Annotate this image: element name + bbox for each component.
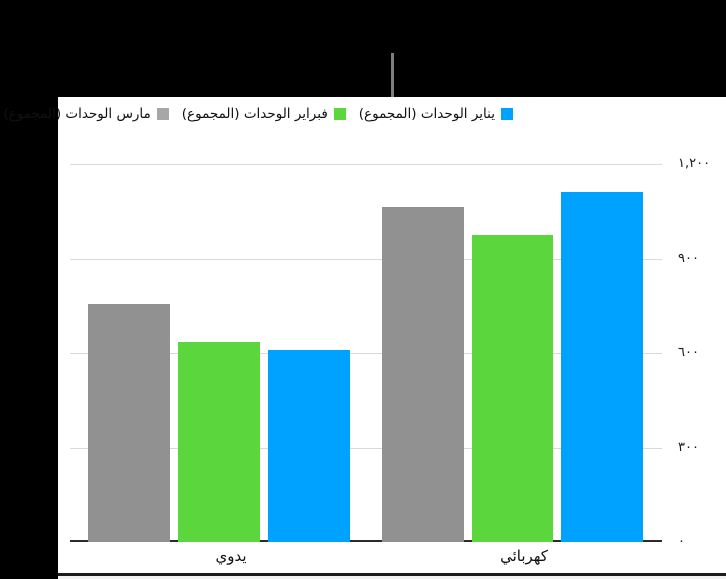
gridline [70, 448, 662, 449]
x-axis-category-label: كهربائي [500, 547, 548, 565]
bar-group-2 [381, 164, 643, 542]
legend-swatch-icon [501, 108, 513, 121]
gridline [70, 353, 662, 354]
y-axis-tick-label: ٦٠٠ [678, 345, 699, 360]
bar[interactable] [471, 235, 554, 542]
legend-label: يناير الوحدات (المجموع) [358, 106, 495, 122]
x-axis-category-label: يدوي [215, 547, 247, 565]
legend-label: فبراير الوحدات (المجموع) [181, 106, 328, 122]
x-axis-baseline [70, 540, 662, 542]
bar[interactable] [88, 304, 170, 542]
bar[interactable] [268, 350, 350, 542]
gridline [70, 259, 662, 260]
legend-label: مارس الوحدات (المجموع) [3, 106, 151, 122]
legend-item[interactable]: يناير الوحدات (المجموع) [359, 106, 513, 122]
y-axis-tick-label: ٩٠٠ [678, 251, 699, 266]
chart-panel: يناير الوحدات (المجموع) فبراير الوحدات (ا… [3, 97, 726, 573]
panel-bottom-edge [58, 576, 726, 579]
panel-bottom-border [58, 573, 726, 576]
legend-swatch-icon [156, 108, 169, 121]
bar[interactable] [381, 207, 464, 542]
legend-item[interactable]: فبراير الوحدات (المجموع) [182, 106, 346, 122]
legend-swatch-icon [333, 108, 346, 121]
y-axis-tick-label: ١,٢٠٠ [678, 156, 711, 171]
chart-legend: يناير الوحدات (المجموع) فبراير الوحدات (ا… [3, 106, 513, 122]
bar[interactable] [561, 192, 643, 542]
gridline [70, 164, 662, 165]
y-axis-tick-label: ٠ [678, 534, 685, 549]
y-axis-tick-label: ٣٠٠ [678, 440, 699, 455]
chart-pointer-line [391, 53, 394, 97]
legend-item[interactable]: مارس الوحدات (المجموع) [3, 106, 169, 122]
bar[interactable] [178, 342, 260, 542]
plot-area [70, 164, 662, 542]
bar-group-1 [88, 164, 350, 542]
